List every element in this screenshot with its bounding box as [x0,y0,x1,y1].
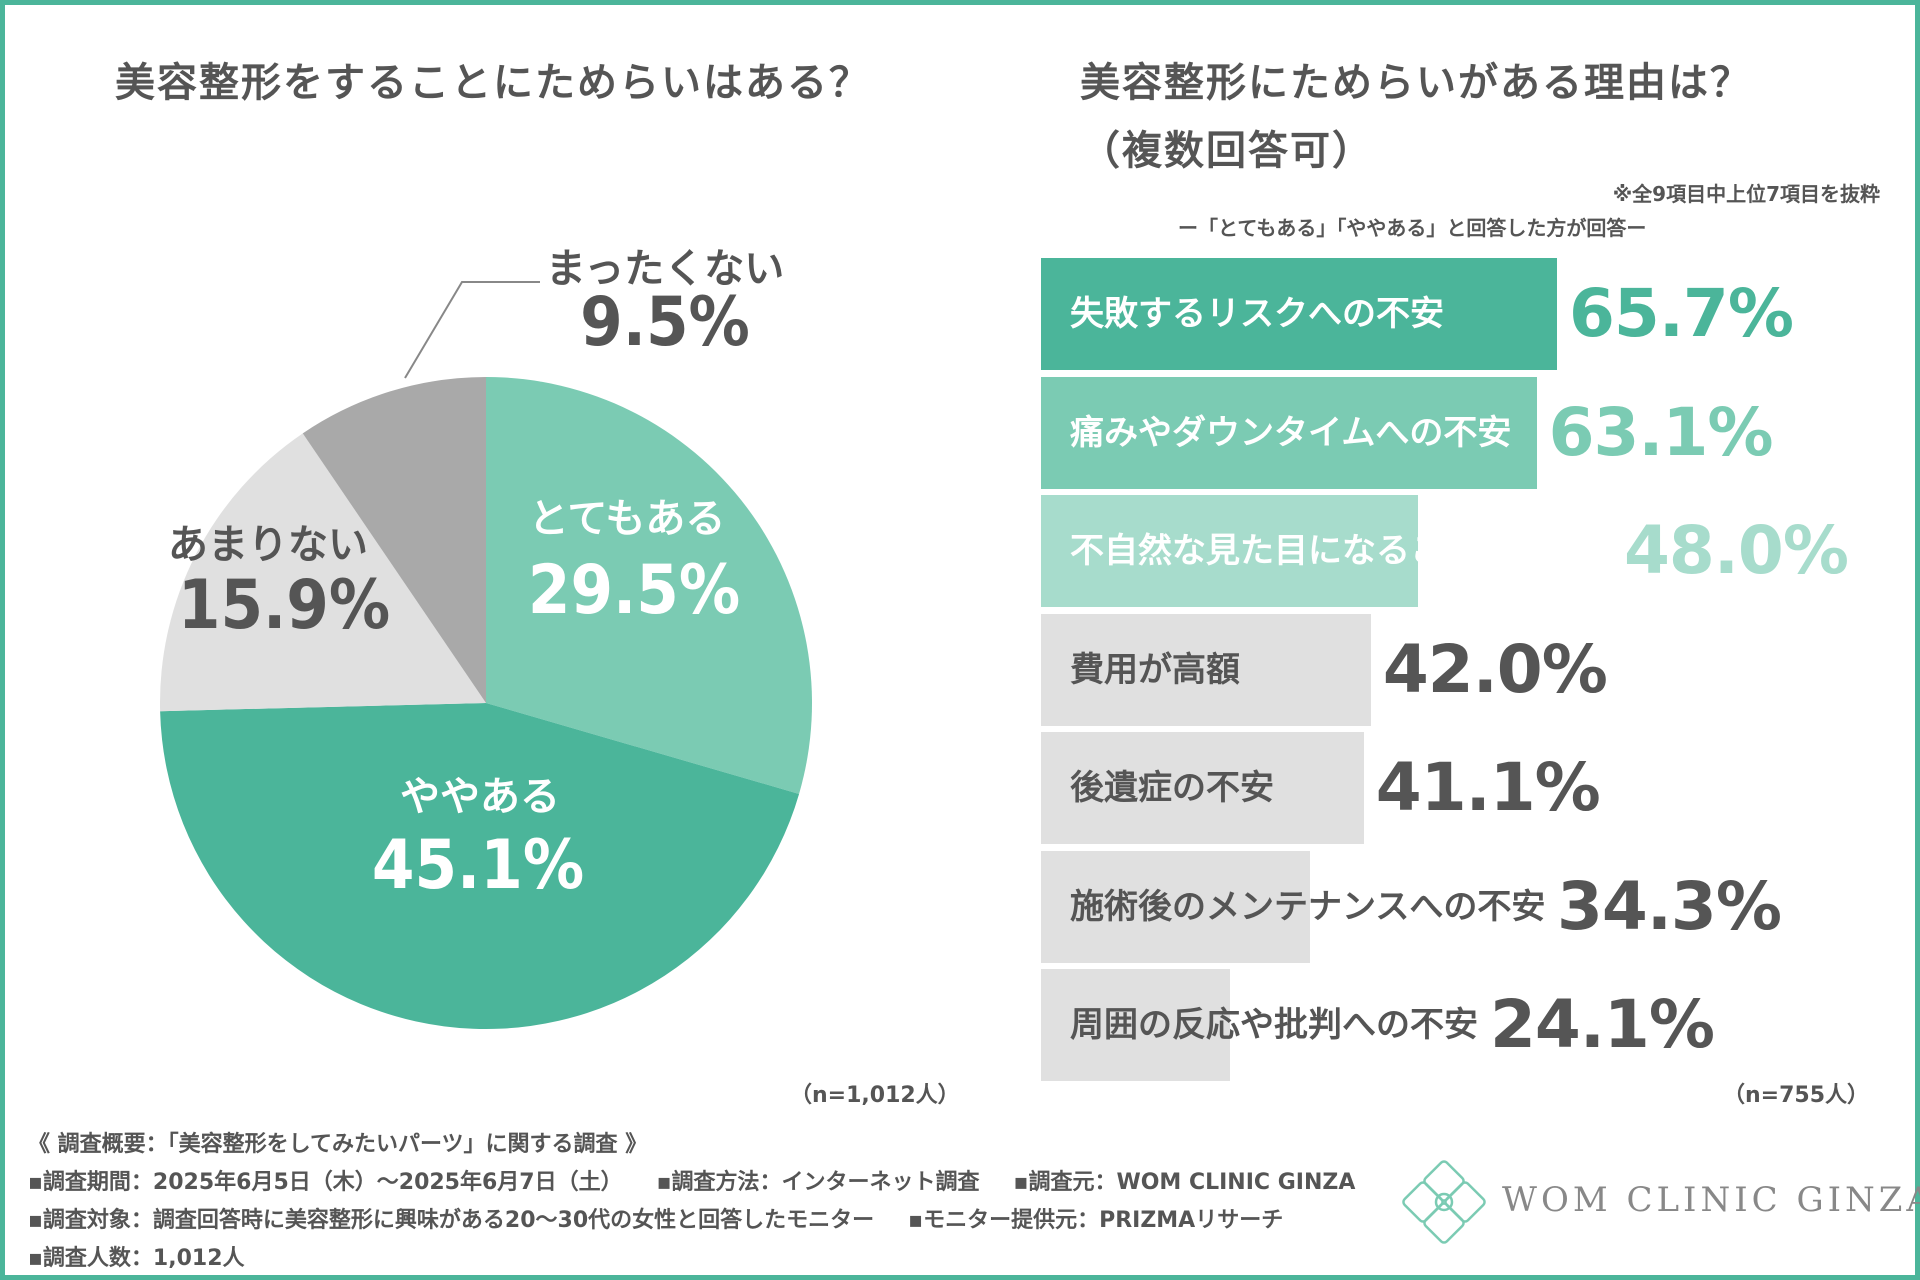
bar-3 [1041,613,1371,726]
bar-value-4: 41.1% [1375,749,1601,826]
pie-sample-size: （n=1,012人） [790,1083,960,1108]
bar-value-1: 63.1% [1548,393,1774,471]
bar-label-0: 失敗するリスクへの不安 [1070,294,1444,334]
pie-slice-value-1: 45.1% [372,826,584,905]
bar-label-4: 後遺症の不安 [1070,768,1274,808]
bar-0 [1041,258,1557,370]
pie-slice-value-0: 29.5% [528,551,740,630]
survey-count: ▪調査人数：1,012人 [28,1246,245,1271]
pie-slice-1 [160,703,800,1030]
bar-value-6: 24.1% [1490,986,1715,1063]
bar-sample-size: （n=755人） [1723,1083,1870,1108]
flower-logo-icon [1402,1160,1486,1244]
survey-overview-text: 《 調査概要：「美容整形をしてみたいパーツ」に関する調査 》 [28,1132,648,1157]
bar-label-5: 施術後のメンテナンスへの不安 [1070,886,1546,927]
bar-chart-subtitle: （複数回答可） [1080,128,1374,174]
bar-1 [1041,376,1537,489]
pie-slice-label-1: ややある [400,774,560,820]
survey-method: ▪調査方法：インターネット調査 [656,1170,980,1195]
survey-overview: 《 調査概要：「美容整形をしてみたいパーツ」に関する調査 》 [28,1126,647,1158]
bar-value-5: 34.3% [1557,867,1782,945]
pie-slice-2 [159,433,486,712]
survey-provider: ▪モニター提供元：PRIZMAリサーチ [908,1208,1284,1233]
survey-line-1: ▪調査期間：2025年6月5日（木）～2025年6月7日（土） ▪調査方法：インタ… [28,1164,1355,1196]
pie-slice-0 [486,377,813,794]
pie-chart-title: 美容整形をすることにためらいはある？ [115,60,871,106]
pie-slice-3 [302,377,486,703]
bar-label-1: 痛みやダウンタイムへの不安 [1070,412,1512,453]
bar-5 [1041,850,1311,963]
items-note: ※全9項目中上位7項目を抜粋 [1612,182,1880,206]
survey-source: ▪調査元：WOM CLINIC GINZA [1013,1170,1356,1195]
survey-line-3: ▪調査人数：1,012人 [28,1240,245,1272]
bar-6 [1041,969,1231,1081]
bar-4 [1041,732,1364,844]
pie-slice-label-3: まったくない [546,246,784,292]
bar-value-2: 48.0% [1624,512,1849,589]
bar-label-2: 不自然な見た目になることへの不安 [1070,531,1613,571]
bar-chart-title: 美容整形にためらいがある理由は？ [1080,60,1752,106]
pie-slice-value-2: 15.9% [178,566,390,645]
bar-2 [1041,495,1418,607]
bar-label-3: 費用が高額 [1070,649,1240,690]
survey-target: ▪調査対象：調査回答時に美容整形に興味がある20～30代の女性と回答したモニター [28,1208,875,1233]
pie-slice-label-0: とてもある [529,496,726,542]
pie-slice-value-3: 9.5% [580,283,750,362]
clinic-logo-text: WOM CLINIC GINZA [1502,1180,1920,1220]
respondents-note: ー「とてもある」「ややある」と回答した方が回答ー [1178,216,1647,240]
pie-slice-label-2: あまりない [168,522,368,568]
survey-period: ▪調査期間：2025年6月5日（木）～2025年6月7日（土） [28,1170,623,1195]
bar-label-6: 周囲の反応や批判への不安 [1070,1005,1478,1045]
bar-value-3: 42.0% [1382,630,1608,708]
pie-leader-line [404,281,540,379]
bar-value-0: 65.7% [1569,275,1794,352]
survey-line-2: ▪調査対象：調査回答時に美容整形に興味がある20～30代の女性と回答したモニター… [28,1202,1283,1234]
